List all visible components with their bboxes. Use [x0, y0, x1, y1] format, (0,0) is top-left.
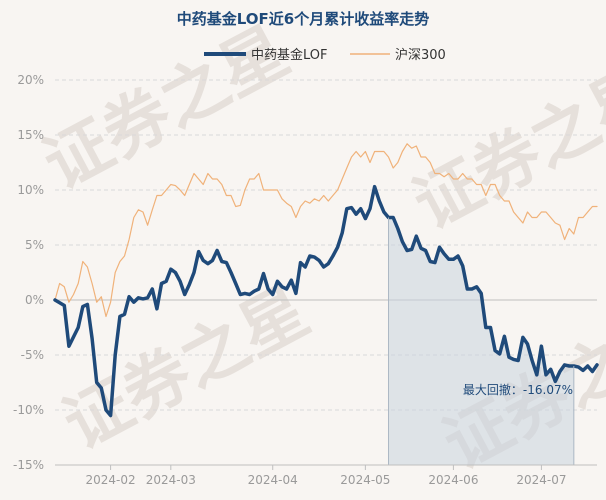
series-lines [53, 143, 599, 418]
max-drawdown-area [388, 217, 574, 465]
legend-label-index: 沪深300 [395, 47, 446, 63]
y-tick-label: 10% [17, 183, 44, 197]
max-drawdown-label: 最大回撤：-16.07% [463, 382, 573, 397]
y-tick-label: -15% [13, 458, 44, 472]
y-tick-label: -10% [13, 403, 44, 417]
x-tick-label: 2024-05 [340, 473, 390, 487]
watermark-text: 证券之星 [31, 12, 300, 204]
series-line-index [54, 143, 598, 318]
x-tick-label: 2024-04 [248, 473, 298, 487]
series-line-fund [53, 184, 599, 418]
watermark-text: 证券之星 [51, 272, 320, 464]
x-tick-label: 2024-07 [516, 473, 566, 487]
watermark-text: 证券之星 [401, 52, 606, 244]
axes: 2024-02 2024-03 2024-04 2024-05 2024-06 2024-… [55, 217, 597, 487]
legend-label-fund: 中药基金LOF [251, 47, 328, 63]
x-tick-label: 2024-03 [146, 473, 196, 487]
x-tick-label: 2024-06 [428, 473, 478, 487]
y-tick-label: 5% [25, 238, 44, 252]
chart-title: 中药基金LOF近6个月累计收益率走势 [177, 10, 429, 28]
x-tick-label: 2024-02 [86, 473, 136, 487]
y-tick-label: -5% [21, 348, 44, 362]
y-tick-label: 20% [17, 73, 44, 87]
legend: 中药基金LOF 沪深300 [204, 47, 446, 63]
y-tick-label: 15% [17, 128, 44, 142]
y-tick-label: 0% [25, 293, 44, 307]
